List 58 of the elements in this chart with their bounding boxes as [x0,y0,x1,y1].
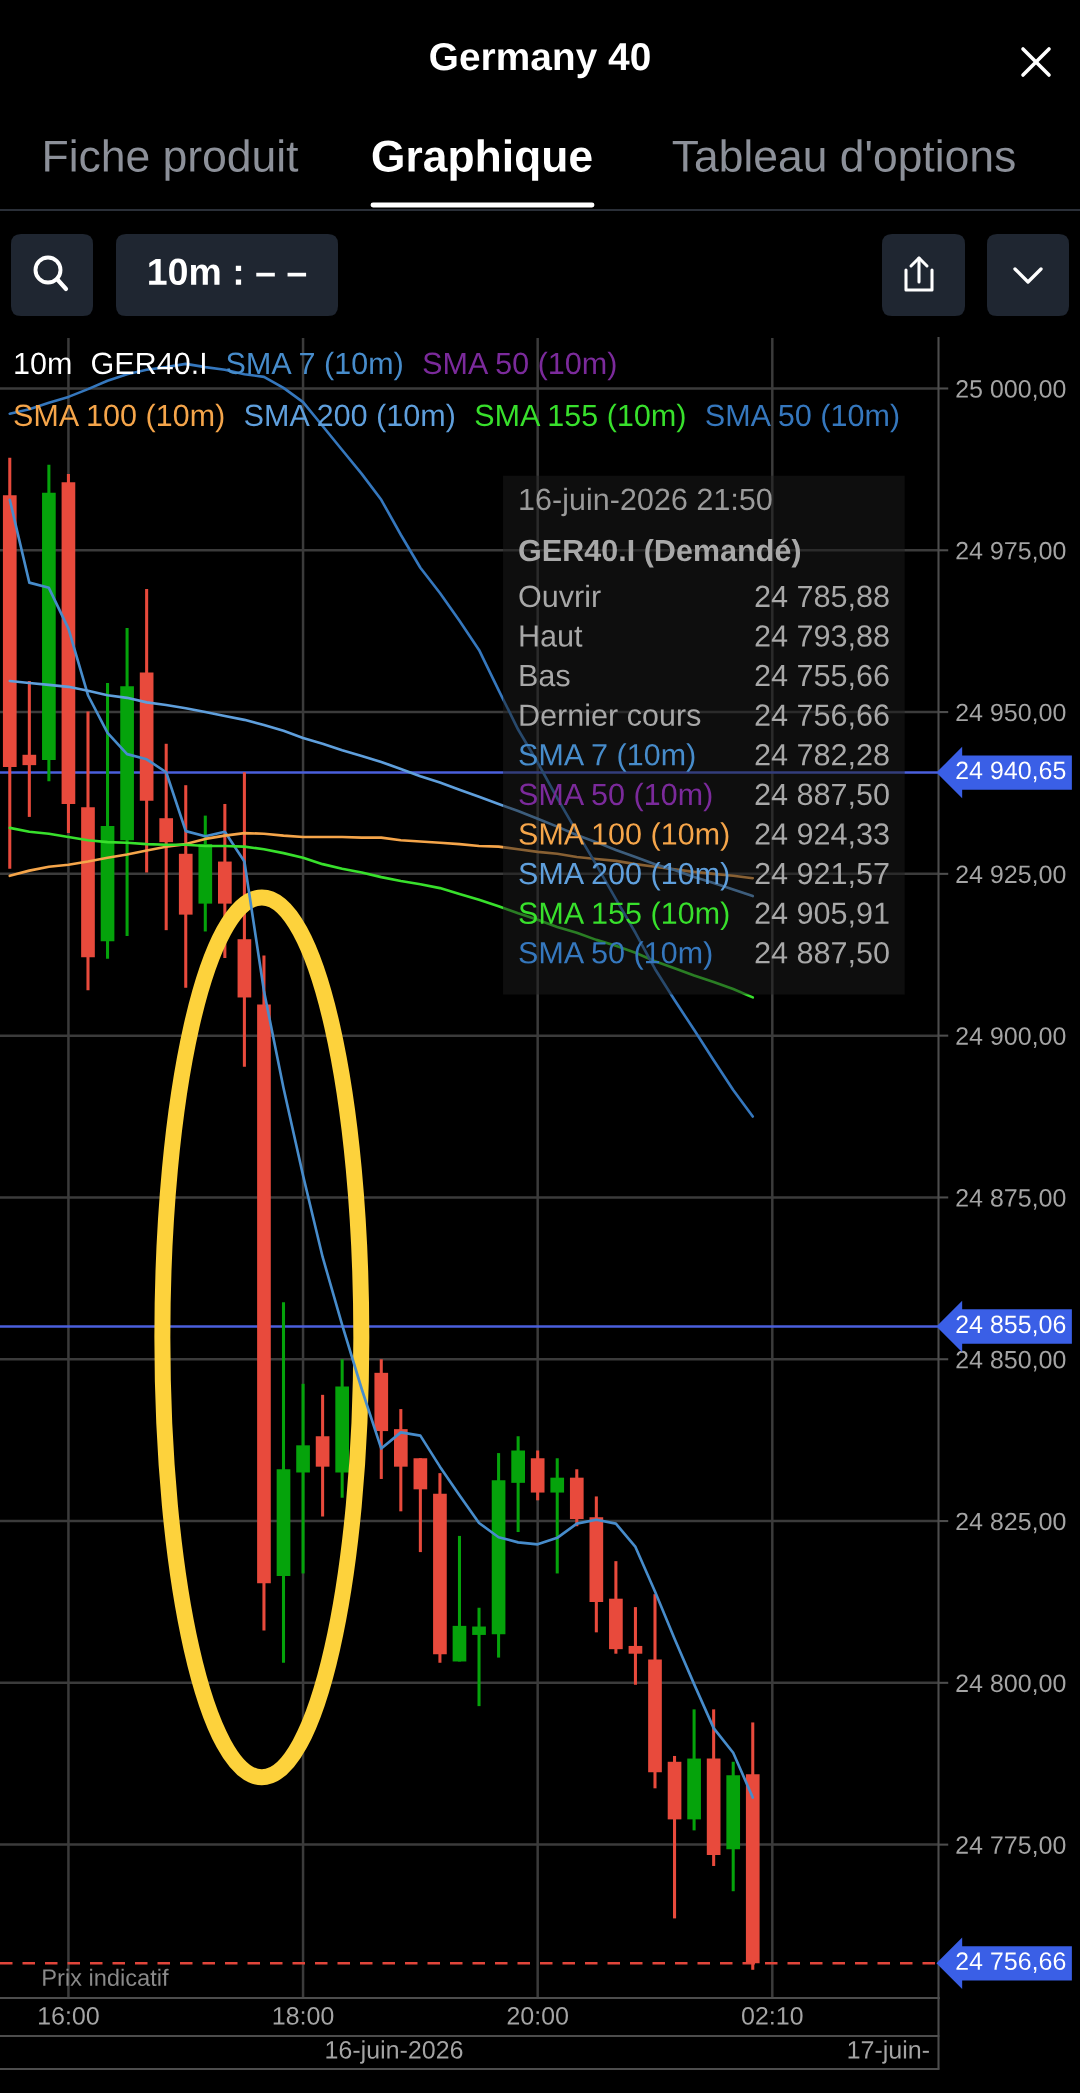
text: SMA 50 (10m) [706,403,899,433]
annotation: 24 782,28 [755,743,889,770]
annotation: Ouvrir [519,584,601,608]
annotation: GER40.I (Demandé) [519,538,801,568]
x-tick-label: 18:00 [273,2006,334,2025]
text: SMA 7 (10m) [226,351,402,381]
chart-title: Germany 40 [430,42,650,79]
text: SMA 200 (10m) [244,403,454,433]
text: SMA 100 (10m) [14,403,224,433]
y-tick-label: 24 925,00 [956,865,1066,887]
text: 10m : – – [149,258,307,286]
annotation: 24 887,50 [755,941,889,968]
candlestick [550,1458,565,1574]
annotation: 24 793,88 [755,625,889,651]
annotation: 24 785,88 [755,585,889,611]
annotation: Prix indicatif [43,1968,169,1987]
y-tick-label: 24 825,00 [956,1512,1066,1534]
candlestick [159,742,174,932]
annotation: 24 756,66 [755,704,889,730]
ref-line-label: 24 855,06 [956,1315,1066,1337]
y-tick-label: 25 000,00 [956,380,1066,401]
annotation: GER40.I [92,352,205,375]
annotation: 24 887,50 [755,783,889,809]
text: 16-juin-2026 [326,2040,463,2064]
annotation: 24 905,91 [755,902,889,928]
x-tick-label: 02:10 [742,2006,803,2025]
annotation: 16-juin-2026 21:50 [520,487,772,517]
annotation: 24 924,33 [755,823,889,849]
x-tick-label: 16:00 [39,2006,99,2025]
text: Tableau d'options [672,139,1015,181]
candlestick [628,1607,643,1685]
legend-label: SMA 50 (10m) [423,351,616,381]
annotation: 24 755,66 [755,664,889,691]
y-tick-label: 24 900,00 [956,1027,1066,1048]
y-tick-label: 24 975,00 [956,541,1066,563]
annotation: SMA 7 (10m) [519,743,695,772]
x-tick-label: 20:00 [507,2006,568,2025]
text: Fiche produit [45,139,299,181]
annotation: 24 921,57 [755,862,889,889]
annotation: Dernier cours [520,703,701,726]
annotation: SMA 50 (10m) [519,941,712,970]
annotation: SMA 100 (10m) [519,822,729,851]
annotation: SMA 155 (10m) [519,901,729,931]
y-tick-label: 24 775,00 [956,1836,1066,1857]
text: Graphique [372,139,592,181]
ref-line-label: 24 940,65 [956,761,1066,783]
y-tick-label: 24 850,00 [956,1350,1066,1372]
y-tick-label: 24 800,00 [956,1674,1066,1696]
annotation: Haut [520,625,583,647]
y-tick-label: 24 875,00 [956,1189,1066,1210]
text: 17-juin- [848,2040,929,2064]
ref-line-label: 24 756,66 [956,1952,1066,1973]
candlestick [472,1607,486,1708]
y-tick-label: 24 950,00 [956,703,1066,725]
candlestick [22,681,37,817]
annotation: Bas [520,665,570,687]
text: SMA 155 (10m) [475,403,685,433]
annotation: 10m [15,352,71,375]
